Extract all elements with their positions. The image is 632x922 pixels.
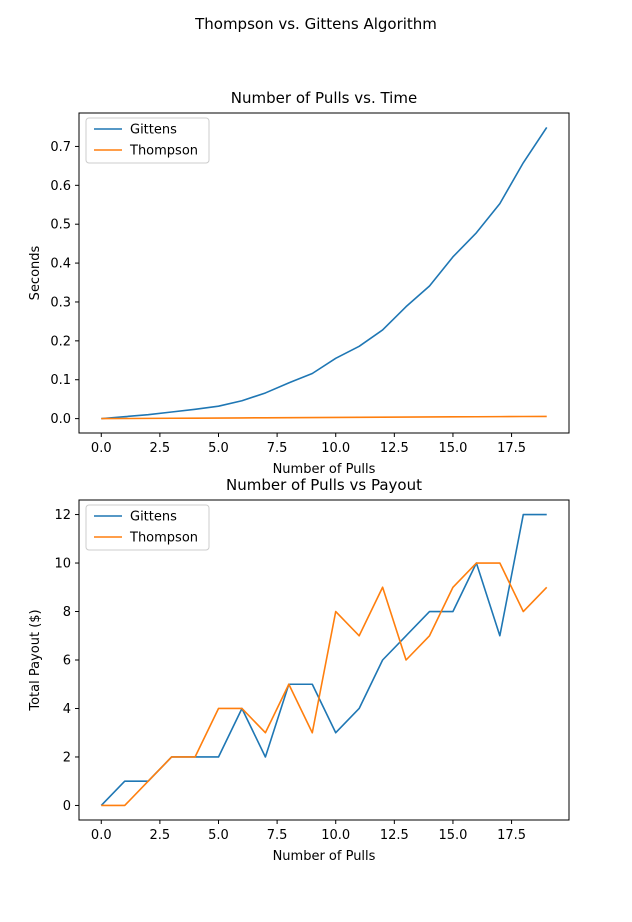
time-series-thompson-line bbox=[101, 415, 547, 420]
payout-xtick-label: 17.5 bbox=[497, 828, 526, 843]
payout-ytick-label: 12 bbox=[54, 508, 71, 523]
time-chart-title: Number of Pulls vs. Time bbox=[231, 89, 417, 107]
time-y-axis-label: Seconds bbox=[28, 245, 43, 300]
time-ytick-label: 0.1 bbox=[50, 373, 71, 388]
payout-series-thompson-line bbox=[101, 562, 548, 807]
time-x-axis-label: Number of Pulls bbox=[273, 462, 376, 477]
payout-xtick-label: 15.0 bbox=[438, 828, 467, 843]
payout-chart-title: Number of Pulls vs Payout bbox=[226, 476, 422, 494]
payout-chart: Number of Pulls vs Payout 0.0 2.5 5.0 7.5 10.… bbox=[28, 476, 570, 864]
payout-series-lines bbox=[100, 513, 548, 807]
time-xtick-label: 17.5 bbox=[497, 441, 526, 456]
time-ytick-label: 0.0 bbox=[50, 412, 71, 427]
payout-ytick-label: 4 bbox=[63, 702, 71, 717]
time-axes-frame bbox=[78, 112, 570, 434]
time-xtick-label: 15.0 bbox=[438, 441, 467, 456]
time-chart: Number of Pulls vs. Time 0.0 2.5 5.0 7.5 10.0… bbox=[28, 89, 570, 477]
time-ytick-label: 0.4 bbox=[50, 257, 71, 272]
time-ytick-label: 0.2 bbox=[50, 334, 71, 349]
time-ytick-label: 0.6 bbox=[50, 179, 71, 194]
payout-legend-label-gittens: Gittens bbox=[130, 510, 177, 525]
payout-x-axis-label: Number of Pulls bbox=[273, 849, 376, 864]
figure-suptitle: Thompson vs. Gittens Algorithm bbox=[194, 15, 437, 33]
time-legend: Gittens Thompson bbox=[85, 117, 210, 164]
payout-xtick-label: 7.5 bbox=[267, 828, 288, 843]
payout-xtick-label: 5.0 bbox=[208, 828, 229, 843]
time-series-lines bbox=[101, 126, 548, 420]
payout-xtick-label: 2.5 bbox=[150, 828, 171, 843]
time-ytick-label: 0.3 bbox=[50, 295, 71, 310]
payout-series-gittens-line bbox=[100, 513, 547, 807]
time-ytick-label: 0.7 bbox=[50, 140, 71, 155]
payout-legend-label-thompson: Thompson bbox=[129, 531, 198, 546]
payout-ytick-label: 10 bbox=[54, 557, 71, 572]
time-xtick-label: 10.0 bbox=[321, 441, 350, 456]
time-xtick-label: 2.5 bbox=[150, 441, 171, 456]
payout-xtick-label: 10.0 bbox=[321, 828, 350, 843]
time-ytick-label: 0.5 bbox=[50, 218, 71, 233]
time-xtick-label: 5.0 bbox=[208, 441, 229, 456]
payout-xtick-label: 12.5 bbox=[380, 828, 409, 843]
payout-ytick-label: 6 bbox=[63, 654, 71, 669]
time-legend-label-thompson: Thompson bbox=[129, 144, 198, 159]
payout-ytick-label: 2 bbox=[63, 750, 71, 765]
time-legend-label-gittens: Gittens bbox=[130, 123, 177, 138]
payout-legend: Gittens Thompson bbox=[85, 504, 210, 551]
time-xtick-label: 12.5 bbox=[380, 441, 409, 456]
payout-y-axis-label: Total Payout ($) bbox=[28, 609, 43, 711]
payout-ytick-label: 0 bbox=[63, 799, 71, 814]
time-xtick-label: 0.0 bbox=[91, 441, 112, 456]
payout-xtick-label: 0.0 bbox=[91, 828, 112, 843]
time-series-gittens-line bbox=[101, 126, 548, 420]
time-xtick-label: 7.5 bbox=[267, 441, 288, 456]
payout-ytick-label: 8 bbox=[63, 605, 71, 620]
